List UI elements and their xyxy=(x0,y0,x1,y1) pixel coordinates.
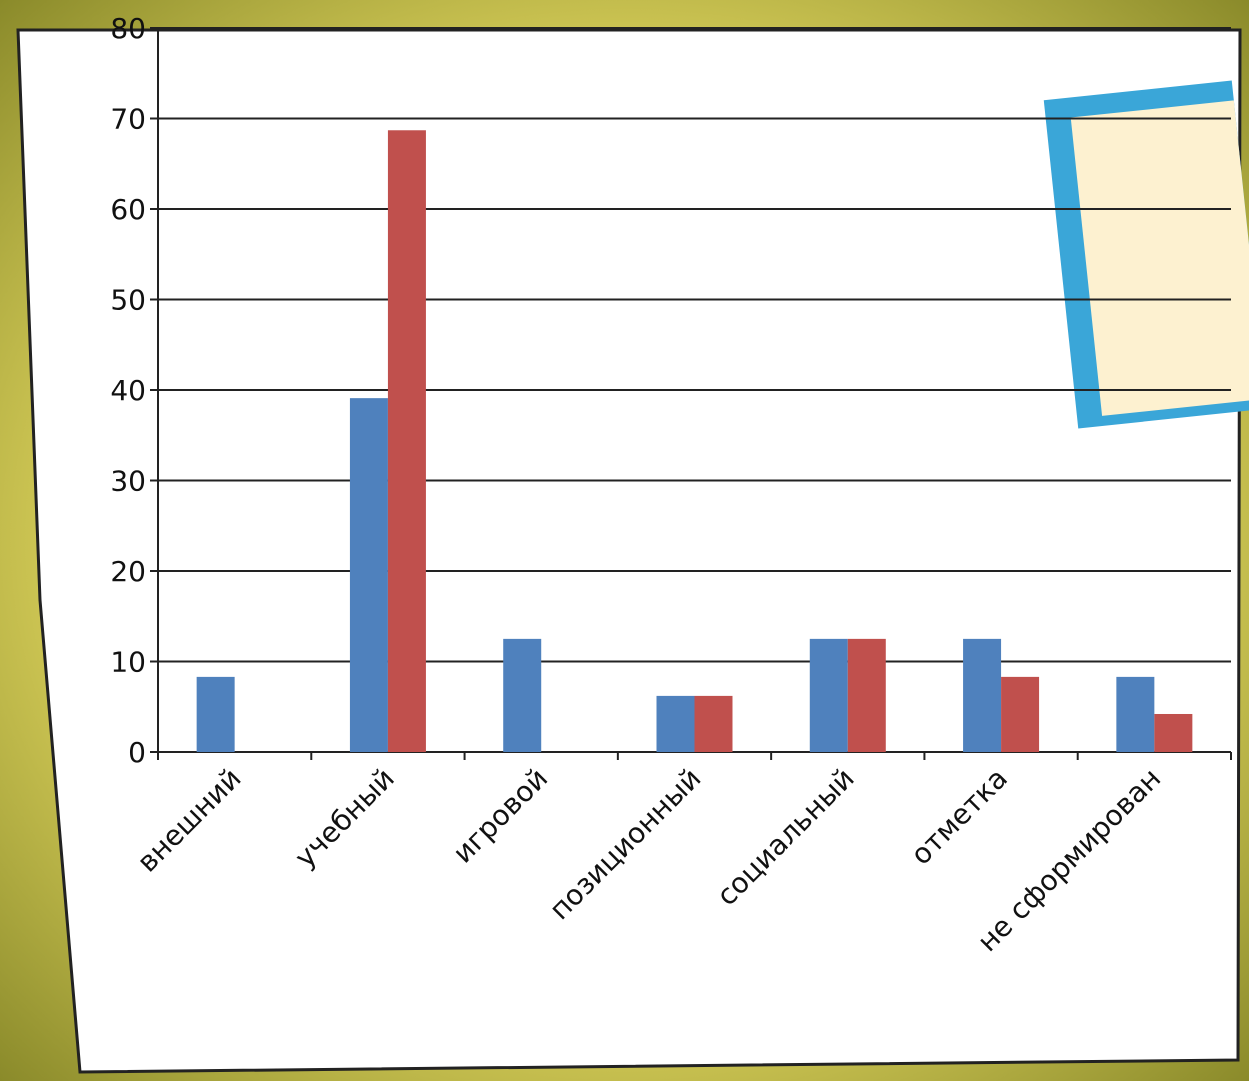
bar xyxy=(963,638,1002,752)
y-tick-label: 60 xyxy=(110,193,146,226)
y-tick-label: 70 xyxy=(110,103,146,136)
y-tick-label: 0 xyxy=(128,736,146,769)
bar xyxy=(1001,676,1040,752)
y-tick-label: 40 xyxy=(110,374,146,407)
y-tick-label: 50 xyxy=(110,284,146,317)
picture xyxy=(1070,100,1249,416)
bar xyxy=(349,398,388,752)
bar xyxy=(503,638,542,752)
bar xyxy=(809,638,848,752)
bar xyxy=(387,130,426,752)
bar xyxy=(196,676,235,752)
y-tick-label: 30 xyxy=(110,465,146,498)
bar xyxy=(847,638,886,752)
bar xyxy=(1116,676,1155,752)
bar xyxy=(656,695,695,752)
y-tick-label: 80 xyxy=(110,12,146,45)
y-tick-label: 20 xyxy=(110,555,146,588)
paper xyxy=(16,28,1242,1074)
y-tick-label: 10 xyxy=(110,646,146,679)
bar xyxy=(1154,713,1193,752)
bar xyxy=(694,695,733,752)
